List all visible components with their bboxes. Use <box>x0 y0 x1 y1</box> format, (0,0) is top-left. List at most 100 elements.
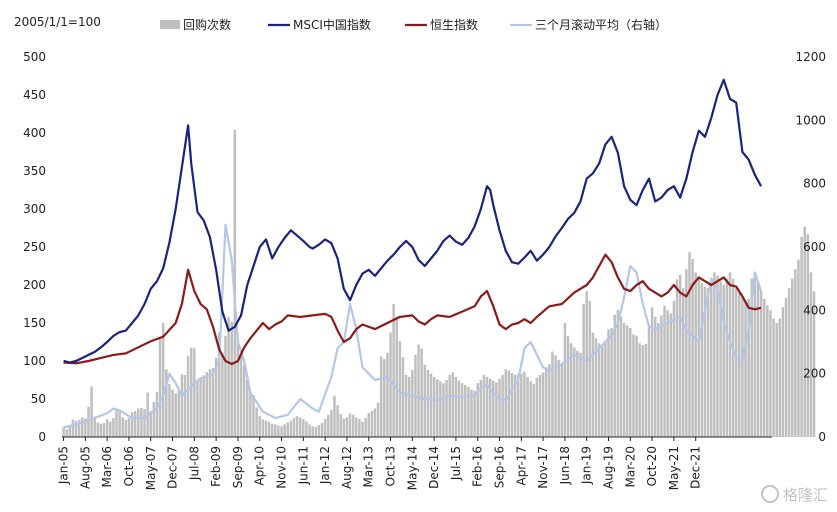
bar-buyback-count <box>470 389 473 437</box>
bar-buyback-count <box>202 375 205 437</box>
bar-buyback-count <box>557 359 560 437</box>
bar-buyback-count <box>569 343 573 437</box>
bar-buyback-count <box>510 373 514 437</box>
x-tick-label: Aug-12 <box>340 446 354 489</box>
bar-buyback-count <box>507 370 511 437</box>
bar-buyback-count <box>383 359 386 437</box>
bar-buyback-count <box>672 300 676 437</box>
bar-buyback-count <box>439 381 442 437</box>
bar-buyback-count <box>501 374 504 437</box>
bar-buyback-count <box>242 364 246 437</box>
left-tick-label: 50 <box>31 392 46 406</box>
bar-buyback-count <box>741 297 744 437</box>
bar-buyback-count <box>806 234 810 437</box>
bar-buyback-count <box>81 417 84 437</box>
legend-swatch-buyback <box>160 20 180 29</box>
bar-buyback-count <box>305 421 308 437</box>
bar-buyback-count <box>526 376 529 437</box>
bar-buyback-count <box>647 324 651 437</box>
bar-buyback-count <box>638 343 641 437</box>
x-tick-label: Aug-05 <box>78 446 92 489</box>
x-tick-label: Oct-20 <box>645 446 659 486</box>
bar-buyback-count <box>488 378 492 437</box>
bar-buyback-count <box>90 386 93 437</box>
bar-buyback-count <box>230 321 233 437</box>
bar-buyback-count <box>759 290 763 437</box>
x-tick-label: Jul-08 <box>187 446 201 481</box>
bar-buyback-count <box>270 423 274 437</box>
bar-buyback-count <box>221 353 224 437</box>
bar-buyback-count <box>333 395 336 437</box>
bar-buyback-count <box>342 418 346 437</box>
x-tick-label: Jul-15 <box>449 446 463 481</box>
watermark-logo-icon <box>761 485 779 503</box>
left-tick-label: 350 <box>23 164 46 178</box>
bar-buyback-count <box>762 298 766 437</box>
bar-buyback-count <box>694 272 697 437</box>
x-tick-label: Aug-19 <box>602 446 616 489</box>
bar-buyback-count <box>389 332 392 437</box>
bar-buyback-count <box>286 422 290 437</box>
bar-buyback-count <box>738 292 741 437</box>
bar-buyback-count <box>218 332 221 437</box>
bar-buyback-count <box>601 346 604 437</box>
bar-buyback-count <box>766 305 769 437</box>
bar-buyback-count <box>753 272 757 437</box>
bar-buyback-count <box>744 300 747 437</box>
bar-buyback-count <box>473 390 476 437</box>
x-tick-label: Jan-05 <box>57 446 71 485</box>
bar-buyback-count <box>239 354 243 437</box>
bar-buyback-count <box>560 363 564 437</box>
bar-buyback-count <box>448 374 451 437</box>
bar-buyback-count <box>152 402 156 437</box>
bar-buyback-count <box>607 329 610 437</box>
bar-buyback-count <box>96 422 100 437</box>
x-tick-label: Nov-17 <box>536 446 550 489</box>
line-hang-seng <box>63 253 762 366</box>
bar-buyback-count <box>87 406 90 437</box>
bar-buyback-count <box>685 269 688 437</box>
bar-buyback-count <box>663 305 666 437</box>
bar-buyback-count <box>538 374 542 437</box>
bar-buyback-count <box>460 383 464 437</box>
bar-buyback-count <box>781 307 785 437</box>
bar-buyback-count <box>429 373 433 437</box>
bar-buyback-count <box>109 421 112 437</box>
bar-buyback-count <box>155 392 159 437</box>
bar-buyback-count <box>573 347 576 437</box>
bar-buyback-count <box>594 338 598 437</box>
bar-buyback-count <box>345 417 349 437</box>
bar-buyback-count <box>255 407 258 437</box>
left-tick-label: 450 <box>23 88 46 102</box>
bar-buyback-count <box>348 413 352 437</box>
bar-buyback-count <box>252 395 255 437</box>
bar-buyback-count <box>379 356 383 437</box>
bar-buyback-count <box>314 426 318 437</box>
bar-buyback-count <box>161 323 165 437</box>
bar-buyback-count <box>520 373 523 437</box>
bar-buyback-count <box>653 316 657 437</box>
bar-buyback-count <box>171 389 174 437</box>
bar-buyback-count <box>809 272 813 437</box>
bar-buyback-count <box>62 427 65 437</box>
bar-buyback-count <box>451 372 455 437</box>
bar-buyback-count <box>750 278 753 437</box>
bar-buyback-count <box>233 129 237 437</box>
x-tick-label: Nov-10 <box>275 446 289 489</box>
bar-buyback-count <box>794 269 797 437</box>
bar-buyback-count <box>728 272 732 437</box>
bar-buyback-count <box>797 259 800 437</box>
bar-buyback-count <box>258 416 261 437</box>
bar-buyback-count <box>703 286 707 437</box>
bar-buyback-count <box>644 343 648 437</box>
left-tick-label: 200 <box>23 278 46 292</box>
bar-buyback-count <box>716 275 719 437</box>
bar-buyback-count <box>308 424 311 437</box>
bar-buyback-count <box>523 371 526 437</box>
x-tick-label: Apr-17 <box>514 446 528 486</box>
bar-buyback-count <box>516 374 520 437</box>
bar-buyback-count <box>722 285 725 437</box>
legend: 回购次数 MSCI中国指数 恒生指数 三个月滚动平均（右轴） <box>160 17 667 32</box>
bar-buyback-count <box>725 278 729 437</box>
bar-buyback-count <box>224 335 227 437</box>
